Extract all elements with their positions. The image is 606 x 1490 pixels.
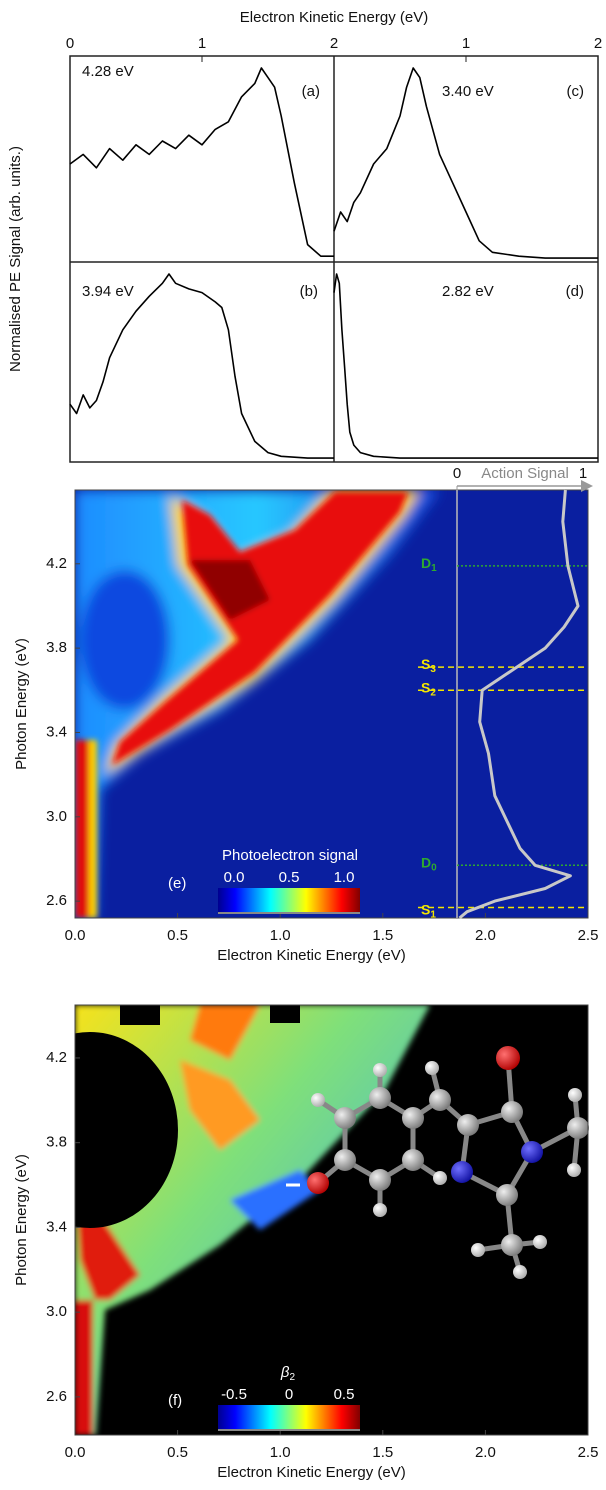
- state-sub: 1: [431, 563, 437, 574]
- x-tick-label: 1.5: [372, 1444, 393, 1461]
- state-sub: 3: [430, 664, 436, 675]
- panel-label: (a): [302, 83, 320, 100]
- spectrum-line: [333, 273, 598, 459]
- x-tick-label: 2.5: [578, 1444, 599, 1461]
- x-tick-label: 1: [198, 35, 206, 52]
- state-sub: 0: [431, 862, 437, 873]
- state-sub: 2: [430, 687, 436, 698]
- spectrum-line: [333, 67, 598, 259]
- panel-label: (e): [168, 875, 186, 892]
- colorbar-edge: [218, 1429, 360, 1431]
- action-tick-label: 1: [579, 465, 587, 482]
- y-tick-label: 3.4: [46, 1218, 67, 1235]
- action-line: [458, 489, 580, 920]
- panel-label: (d): [566, 283, 584, 300]
- panel-label: (f): [168, 1392, 182, 1409]
- action-tick-label: 0: [453, 465, 461, 482]
- colorbar: [218, 1405, 360, 1431]
- y-tick-label: 3.0: [46, 808, 67, 825]
- x-axis-title: Electron Kinetic Energy (eV): [217, 1464, 405, 1481]
- colorbar: [218, 888, 360, 914]
- colorbar-edge: [218, 912, 360, 914]
- x-tick-label: 0.0: [65, 927, 86, 944]
- y-axis-title: Normalised PE Signal (arb. units.): [7, 146, 24, 372]
- state-label: D1: [421, 555, 437, 574]
- y-tick-label: 2.6: [46, 1388, 67, 1405]
- plot-frame: [74, 1004, 589, 1436]
- x-axis-title: Electron Kinetic Energy (eV): [217, 947, 405, 964]
- y-tick-label: 3.0: [46, 1303, 67, 1320]
- energy-label: 3.94 eV: [82, 283, 134, 300]
- heatmap-e: [75, 490, 588, 918]
- y-tick-label: 3.4: [46, 723, 67, 740]
- state-letter: S: [421, 901, 430, 917]
- colorbar-tick-label: 0.5: [334, 1386, 355, 1403]
- y-tick-label: 3.8: [46, 639, 67, 656]
- state-letter: D: [421, 854, 431, 870]
- state-sub: 1: [430, 909, 436, 920]
- x-axis-title: Electron Kinetic Energy (eV): [240, 9, 428, 26]
- molecule: [286, 1046, 589, 1279]
- x-tick-label: 1.0: [270, 927, 291, 944]
- energy-label: 2.82 eV: [442, 283, 494, 300]
- action-arrow: [581, 480, 593, 492]
- colorbar-tick-label: -0.5: [221, 1386, 247, 1403]
- state-label: S3: [421, 656, 436, 675]
- x-tick-label: 1: [462, 35, 470, 52]
- state-letter: S: [421, 679, 430, 695]
- plot-frame: [74, 489, 589, 919]
- state-label: S1: [421, 901, 436, 920]
- x-tick-label: 0.5: [167, 1444, 188, 1461]
- x-tick-label: 2: [594, 35, 602, 52]
- panel-label: (b): [300, 283, 318, 300]
- x-tick-label: 2: [330, 35, 338, 52]
- x-tick-label: 1.0: [270, 1444, 291, 1461]
- spectrum-line: [69, 67, 334, 257]
- panel-label: (c): [567, 83, 585, 100]
- colorbar-tick-label: 0.5: [279, 869, 300, 886]
- y-tick-label: 2.6: [46, 892, 67, 909]
- y-tick-label: 3.8: [46, 1134, 67, 1151]
- energy-label: 4.28 eV: [82, 63, 134, 80]
- y-tick-label: 4.2: [46, 555, 67, 572]
- colorbar-title: Photoelectron signal: [222, 847, 358, 864]
- heatmap-f: [75, 1005, 588, 1435]
- colorbar-tick-label: 1.0: [334, 869, 355, 886]
- y-axis-title: Photon Energy (eV): [13, 638, 30, 770]
- symbol: β: [280, 1364, 290, 1381]
- state-letter: D: [421, 555, 431, 571]
- spectrum-line: [69, 273, 334, 459]
- subscript: 2: [290, 1372, 296, 1383]
- x-tick-label: 0: [66, 35, 74, 52]
- x-tick-label: 0.5: [167, 927, 188, 944]
- x-tick-label: 0.0: [65, 1444, 86, 1461]
- x-tick-label: 2.0: [475, 1444, 496, 1461]
- colorbar-tick-label: 0: [285, 1386, 293, 1403]
- x-tick-label: 2.0: [475, 927, 496, 944]
- x-tick-label: 2.5: [578, 927, 599, 944]
- state-label: D0: [421, 854, 437, 873]
- state-letter: S: [421, 656, 430, 672]
- x-tick-label: 1.5: [372, 927, 393, 944]
- action-title: Action Signal: [481, 465, 569, 482]
- energy-label: 3.40 eV: [442, 83, 494, 100]
- colorbar-tick-label: 0.0: [224, 869, 245, 886]
- colorbar-title: β2: [280, 1364, 296, 1383]
- state-label: S2: [421, 679, 436, 698]
- y-axis-title: Photon Energy (eV): [13, 1154, 30, 1286]
- y-tick-label: 4.2: [46, 1049, 67, 1066]
